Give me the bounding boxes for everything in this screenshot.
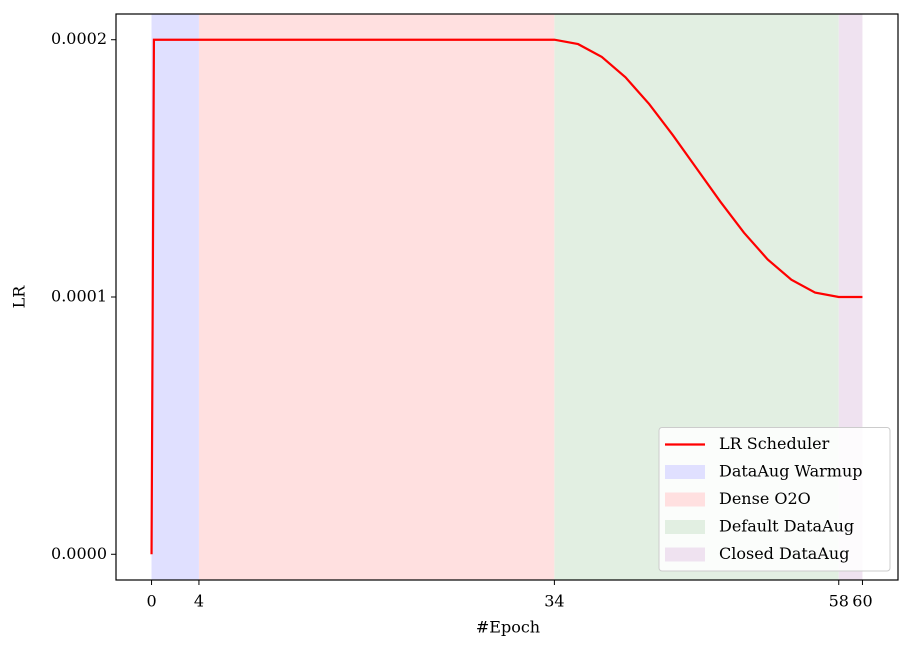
- legend-patch: [665, 465, 705, 479]
- legend-label: DataAug Warmup: [719, 462, 862, 481]
- axes-frame: [115, 13, 899, 581]
- y-tick-label: 0.0000: [51, 544, 107, 563]
- x-tick-label: 4: [194, 592, 204, 611]
- x-tick-label: 58: [829, 592, 849, 611]
- legend-patch: [665, 547, 705, 562]
- legend: LR Scheduler DataAug Warmup Dense O2O Defau…: [658, 427, 891, 572]
- legend-label: Dense O2O: [719, 489, 811, 508]
- x-tick-label: 0: [146, 592, 156, 611]
- legend-box: [658, 427, 891, 572]
- y-axis-label: LR: [10, 285, 29, 309]
- legend-patch: [665, 492, 705, 507]
- x-axis-label: #Epoch: [476, 618, 540, 637]
- legend-label: Closed DataAug: [719, 544, 849, 563]
- legend-label: Default DataAug: [719, 517, 854, 536]
- x-tick-label: 34: [544, 592, 564, 611]
- line: [150, 38, 863, 555]
- span: [151, 14, 199, 580]
- y-tick-label: 0.0002: [51, 29, 107, 48]
- legend-patch: [665, 520, 705, 534]
- span: [198, 14, 555, 580]
- legend-label: LR Scheduler: [719, 434, 830, 453]
- y-tick-label: 0.0001: [51, 287, 107, 306]
- x-tick-label: 60: [852, 592, 872, 611]
